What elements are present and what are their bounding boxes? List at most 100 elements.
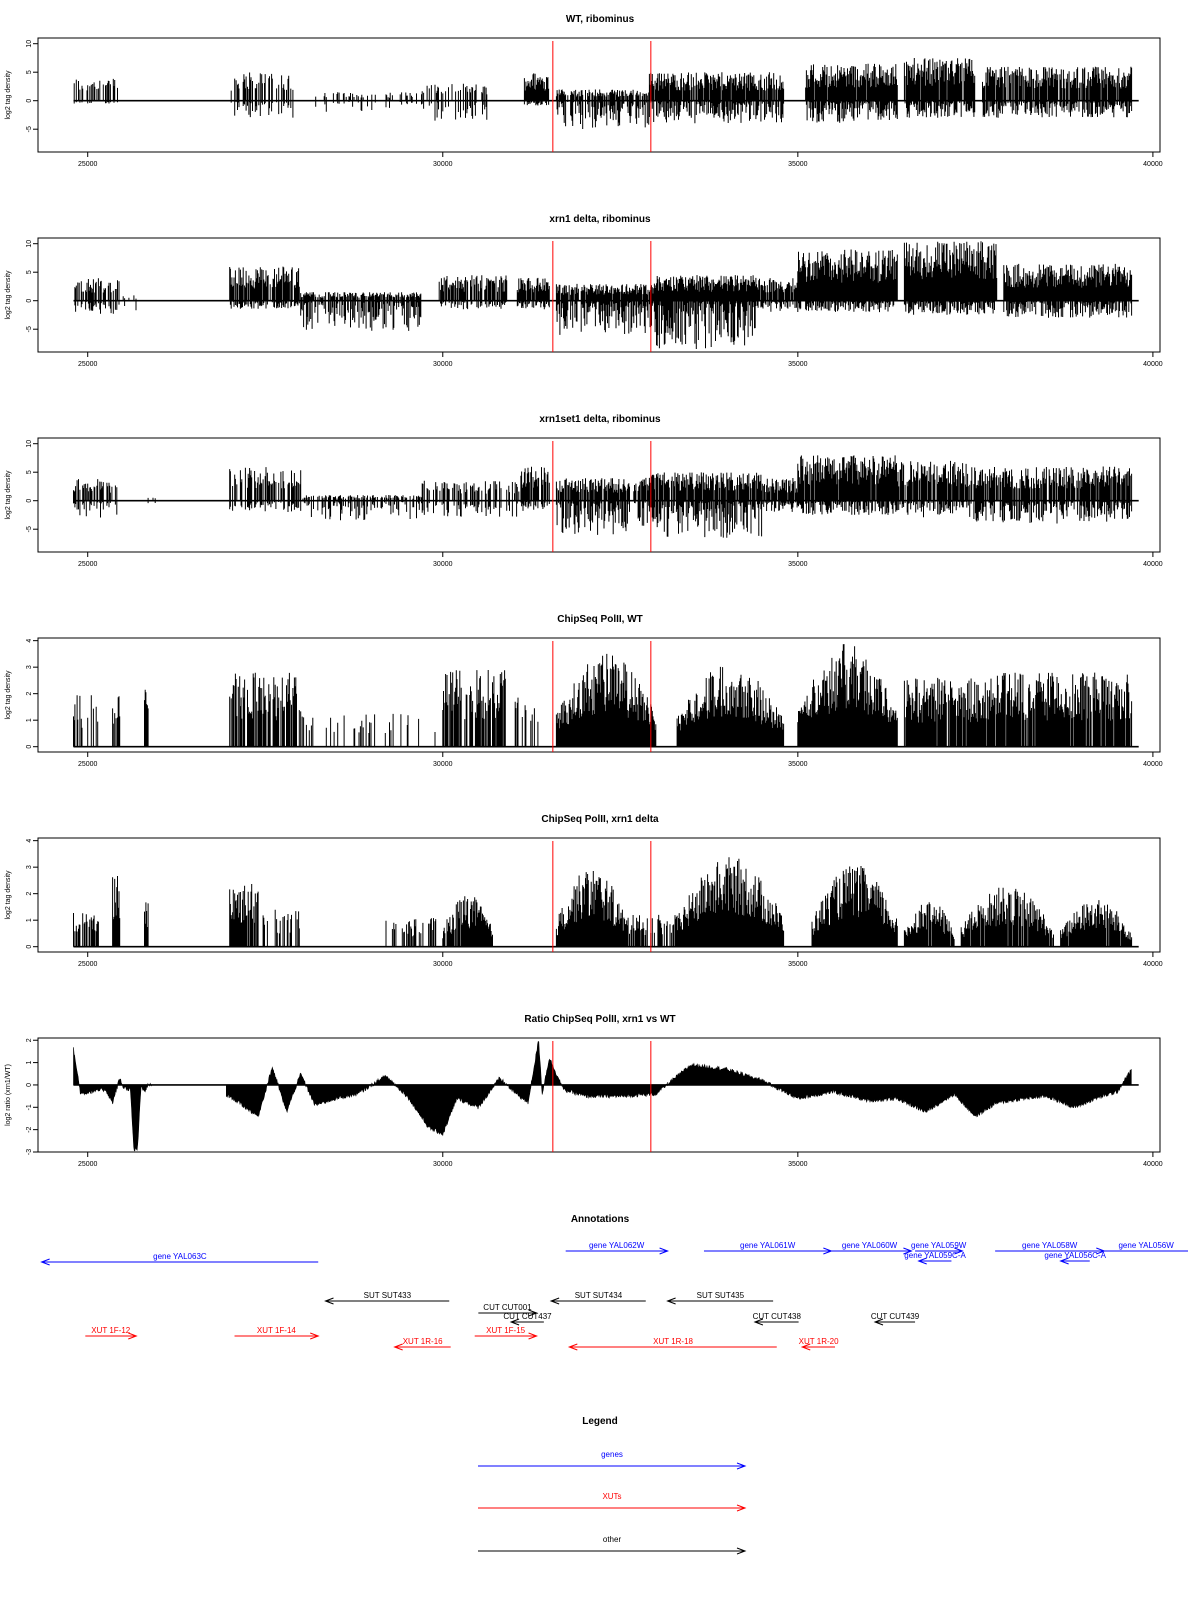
data-series xyxy=(73,58,1133,129)
legend-item: XUTs xyxy=(478,1492,747,1512)
arrow-head xyxy=(753,1318,764,1326)
feature-label: XUT 1R-18 xyxy=(653,1337,693,1346)
y-tick-label: 10 xyxy=(26,240,33,248)
feature-arrow: XUT 1R-16 xyxy=(393,1337,451,1351)
x-tick-label: 25000 xyxy=(78,761,98,768)
x-tick-label: 35000 xyxy=(788,161,808,168)
x-tick-label: 30000 xyxy=(433,361,453,368)
x-tick-label: 25000 xyxy=(78,561,98,568)
y-tick-label: 10 xyxy=(26,440,33,448)
chart-title: ChipSeq PolII, WT xyxy=(557,614,643,625)
arrow-head xyxy=(324,1297,334,1305)
x-tick-label: 35000 xyxy=(788,1161,808,1168)
plot-frame xyxy=(37,837,1161,953)
y-tick-label: 1 xyxy=(26,1061,33,1065)
feature-arrow: XUT 1F-15 xyxy=(474,1326,539,1340)
annotations-title: Annotations xyxy=(571,1214,630,1225)
y-tick-label: -5 xyxy=(26,526,33,532)
arrow-head xyxy=(917,1257,927,1265)
signal-bars xyxy=(73,857,1133,947)
signal-bars xyxy=(73,644,1133,747)
arrow-head xyxy=(873,1318,884,1326)
feature-label: gene YAL059C-A xyxy=(904,1251,966,1260)
x-tick-label: 40000 xyxy=(1143,1161,1163,1168)
y-tick-label: 0 xyxy=(26,1083,33,1087)
feature-arrow: gene YAL056W xyxy=(1104,1241,1188,1252)
plot-frame xyxy=(37,637,1161,753)
x-tick-label: 40000 xyxy=(1143,361,1163,368)
feature-arrow: gene YAL059W xyxy=(911,1241,967,1255)
y-tick-label: 2 xyxy=(26,1038,33,1042)
y-tick-label: -2 xyxy=(26,1126,33,1132)
y-tick-label: 3 xyxy=(26,665,33,669)
arrow-head xyxy=(509,1318,520,1326)
x-tick-label: 35000 xyxy=(788,361,808,368)
x-tick-label: 40000 xyxy=(1143,761,1163,768)
y-tick-label: -1 xyxy=(26,1104,33,1110)
x-tick-label: 25000 xyxy=(78,961,98,968)
feature-label: gene YAL059W xyxy=(911,1241,967,1250)
feature-arrow: gene YAL063C xyxy=(40,1252,319,1266)
x-tick-label: 35000 xyxy=(788,761,808,768)
feature-arrow: CUT CUT437 xyxy=(503,1312,552,1326)
legend-item: genes xyxy=(478,1450,747,1470)
feature-label: CUT CUT001 xyxy=(483,1303,532,1312)
arrow-head xyxy=(954,1247,964,1255)
feature-arrow: XUT 1F-14 xyxy=(234,1326,320,1340)
legend-label: genes xyxy=(601,1450,623,1459)
feature-arrow: XUT 1R-20 xyxy=(799,1337,839,1351)
feature-arrow: CUT CUT001 xyxy=(478,1303,539,1317)
y-axis-label: log2 tag density xyxy=(5,470,12,520)
legend-title: Legend xyxy=(582,1416,618,1427)
y-tick-label: 4 xyxy=(26,839,33,843)
feature-label: CUT CUT437 xyxy=(503,1312,552,1321)
feature-arrow: SUT SUT434 xyxy=(549,1291,646,1305)
y-axis-label: log2 tag density xyxy=(5,70,12,120)
feature-label: XUT 1R-16 xyxy=(403,1337,443,1346)
y-tick-label: -5 xyxy=(26,326,33,332)
y-tick-label: 5 xyxy=(26,470,33,474)
y-tick-label: -5 xyxy=(26,126,33,132)
legend-label: XUTs xyxy=(602,1492,621,1501)
feature-label: gene YAL058W xyxy=(1022,1241,1078,1250)
x-tick-label: 25000 xyxy=(78,1161,98,1168)
chart-panel: ChipSeq PolII, WT 0 1 2 3 4 log2 tag density 25… xyxy=(5,614,1163,768)
chart-panel: xrn1set1 delta, ribominus -5 0 5 10 log2 tag … xyxy=(5,414,1163,568)
feature-arrow: gene YAL061W xyxy=(703,1241,833,1255)
data-series xyxy=(73,1041,1132,1152)
chart-panel: ChipSeq PolII, xrn1 delta 0 1 2 3 4 log2 tag d… xyxy=(5,814,1163,968)
feature-arrow: gene YAL062W xyxy=(565,1241,670,1255)
x-tick-label: 35000 xyxy=(788,561,808,568)
arrow-head xyxy=(1059,1257,1069,1265)
y-axis-label: log2 tag density xyxy=(5,870,12,920)
y-tick-label: 2 xyxy=(26,692,33,696)
ratio-area xyxy=(73,1041,1132,1152)
arrow-head xyxy=(128,1332,138,1340)
data-series xyxy=(73,644,1133,747)
feature-label: XUT 1F-14 xyxy=(257,1326,297,1335)
feature-label: gene YAL063C xyxy=(153,1252,207,1261)
arrow-head xyxy=(549,1297,560,1305)
x-tick-label: 30000 xyxy=(433,161,453,168)
y-tick-label: -3 xyxy=(26,1149,33,1155)
feature-label: SUT SUT435 xyxy=(697,1291,745,1300)
x-tick-label: 35000 xyxy=(788,961,808,968)
y-tick-label: 4 xyxy=(26,639,33,643)
plot-frame xyxy=(37,237,1161,353)
chart-panel: xrn1 delta, ribominus -5 0 5 10 log2 tag dens… xyxy=(5,214,1163,368)
y-axis-label: log2 tag density xyxy=(5,670,12,720)
data-series xyxy=(73,455,1133,538)
arrow-head xyxy=(903,1247,913,1255)
feature-label: SUT SUT434 xyxy=(575,1291,623,1300)
x-tick-label: 40000 xyxy=(1143,561,1163,568)
feature-arrow: XUT 1R-18 xyxy=(567,1337,777,1351)
legend-panel: Legend genes XUTs other xyxy=(478,1416,747,1555)
y-tick-label: 5 xyxy=(26,270,33,274)
chart-title: WT, ribominus xyxy=(566,14,635,25)
feature-label: gene YAL056C-A xyxy=(1044,1251,1106,1260)
feature-label: XUT 1F-12 xyxy=(91,1326,131,1335)
data-series xyxy=(73,857,1133,947)
y-tick-label: 2 xyxy=(26,892,33,896)
chart-title: xrn1set1 delta, ribominus xyxy=(539,414,661,425)
